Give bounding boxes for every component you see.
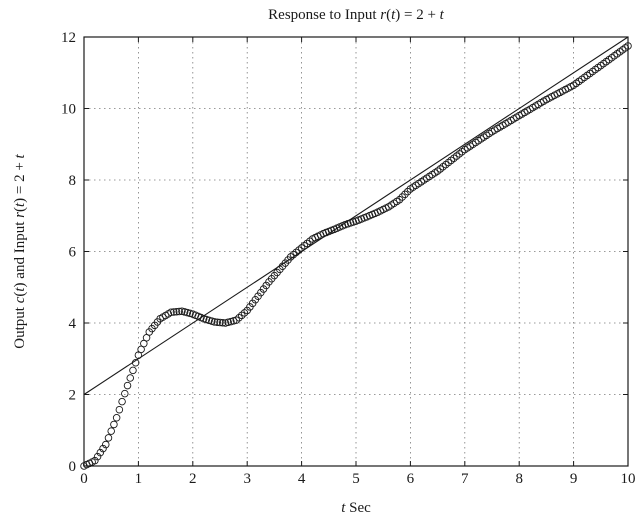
output-marker xyxy=(129,366,137,375)
output-marker xyxy=(295,246,303,254)
output-marker xyxy=(300,241,309,250)
label-part: Sec xyxy=(345,500,371,516)
label-part: ) = 2 + xyxy=(12,158,28,202)
output-marker xyxy=(398,193,406,201)
label-part: t xyxy=(440,7,445,23)
x-tick-label: 2 xyxy=(189,471,197,487)
label-part: t xyxy=(12,287,28,292)
output-marker xyxy=(297,244,306,252)
y-tick-label: 10 xyxy=(61,102,76,118)
x-tick-label: 3 xyxy=(243,471,251,487)
output-marker xyxy=(121,389,129,398)
input-line xyxy=(83,36,629,395)
x-tick-label: 0 xyxy=(80,471,88,487)
output-marker xyxy=(210,318,219,326)
output-marker xyxy=(303,239,311,248)
output-marker xyxy=(112,413,121,422)
output-marker xyxy=(115,405,124,414)
output-marker xyxy=(91,456,99,465)
label-part: t xyxy=(341,500,346,516)
chart-title: Response to Input r(t) = 2 + t xyxy=(268,7,445,23)
y-tick-label: 0 xyxy=(69,459,77,475)
output-marker xyxy=(286,253,295,261)
output-marker xyxy=(126,374,134,382)
x-axis-label: t Sec xyxy=(341,500,371,516)
output-marker xyxy=(238,311,246,320)
label-part: ( xyxy=(12,207,28,212)
y-axis-label: Output c(t) and Input r(t) = 2 + t xyxy=(12,153,28,348)
output-marker xyxy=(218,318,227,327)
label-part: t xyxy=(12,202,28,207)
output-marker xyxy=(401,190,409,199)
x-tick-label: 4 xyxy=(298,471,306,487)
label-part: c xyxy=(12,296,28,303)
output-marker xyxy=(102,440,110,449)
output-marker xyxy=(232,316,241,324)
input-series xyxy=(83,36,629,395)
x-tick-label: 10 xyxy=(621,471,636,487)
output-marker xyxy=(216,318,224,327)
x-tick-label: 5 xyxy=(352,471,360,487)
label-part: ( xyxy=(12,292,28,297)
y-tick-label: 2 xyxy=(69,388,77,404)
y-tick-label: 4 xyxy=(69,316,77,332)
y-tick-label: 6 xyxy=(69,245,77,261)
x-tick-label: 1 xyxy=(135,471,143,487)
output-marker xyxy=(292,248,300,257)
y-tick-labels: 0 2 4 6 8 10 12 xyxy=(61,30,77,475)
label-part: ) = 2 + xyxy=(395,7,439,23)
grid xyxy=(84,37,628,466)
output-marker xyxy=(118,397,126,406)
output-marker xyxy=(403,187,412,196)
output-marker xyxy=(224,318,232,327)
output-marker xyxy=(170,308,178,316)
axis-ticks xyxy=(83,36,629,467)
label-part: Output xyxy=(12,303,28,348)
x-tick-label: 7 xyxy=(461,471,469,487)
output-marker xyxy=(93,452,102,461)
x-tick-label: 6 xyxy=(407,471,415,487)
output-marker xyxy=(172,307,181,316)
label-part: r xyxy=(12,212,28,218)
output-marker xyxy=(213,318,222,326)
output-marker xyxy=(229,317,238,325)
label-part: Response to Input xyxy=(268,7,380,23)
output-marker xyxy=(99,444,107,453)
output-marker xyxy=(123,381,132,390)
output-marker xyxy=(167,308,175,317)
x-tick-label: 8 xyxy=(515,471,523,487)
output-marker xyxy=(186,309,194,318)
output-marker xyxy=(306,237,314,245)
output-marker xyxy=(227,317,235,326)
output-marker xyxy=(221,319,230,327)
y-tick-label: 8 xyxy=(69,173,77,189)
x-tick-labels: 0 1 2 3 4 5 6 7 8 9 10 xyxy=(80,471,635,487)
output-marker xyxy=(180,308,189,316)
output-marker xyxy=(395,195,404,204)
output-marker xyxy=(235,313,243,322)
output-series xyxy=(80,42,632,470)
output-marker xyxy=(104,434,113,442)
output-marker xyxy=(110,420,118,429)
output-marker xyxy=(96,448,105,457)
label-part: t xyxy=(391,7,396,23)
y-tick-label: 12 xyxy=(61,30,76,46)
output-marker xyxy=(289,250,298,259)
output-marker xyxy=(240,309,249,317)
output-marker xyxy=(131,359,140,367)
x-tick-label: 9 xyxy=(570,471,578,487)
label-part: ( xyxy=(386,7,391,23)
output-marker xyxy=(183,308,192,317)
output-marker xyxy=(178,307,186,315)
output-marker xyxy=(175,307,183,316)
plot-frame xyxy=(83,36,629,467)
label-part: t xyxy=(12,153,28,158)
output-marker xyxy=(107,427,115,435)
label-part: r xyxy=(380,7,386,23)
label-part: ) and Input xyxy=(12,218,28,288)
